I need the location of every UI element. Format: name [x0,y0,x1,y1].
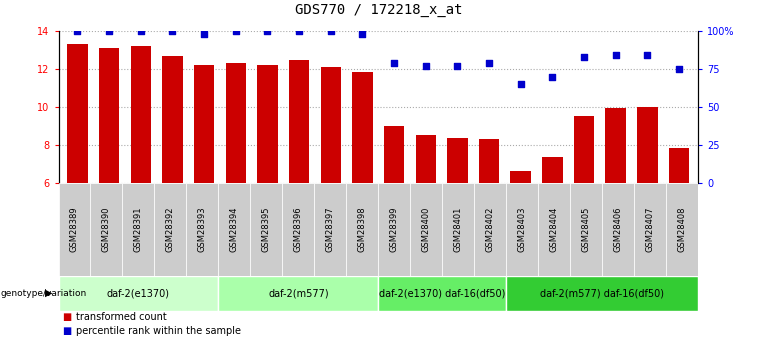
Bar [130,46,151,183]
Bar [668,148,690,183]
Text: transformed count: transformed count [76,313,166,322]
Text: GSM28407: GSM28407 [646,207,654,252]
Text: GSM28401: GSM28401 [454,207,463,252]
Bar [58,276,218,310]
Point [198,31,211,37]
Bar [510,170,531,183]
Bar [378,183,410,276]
Point [103,28,115,34]
Bar [447,138,468,183]
Bar [257,65,278,183]
Point [388,60,400,66]
Point [356,31,369,37]
Point [135,28,147,34]
Bar [122,183,154,276]
Point [641,52,654,58]
Text: GSM28399: GSM28399 [390,207,399,252]
Bar [282,183,314,276]
Bar [378,276,506,310]
Point [451,63,463,69]
Text: GSM28403: GSM28403 [518,207,527,252]
Text: daf-2(m577) daf-16(df50): daf-2(m577) daf-16(df50) [541,288,664,298]
Text: GSM28402: GSM28402 [486,207,495,252]
Point [261,28,274,34]
Text: GSM28398: GSM28398 [358,207,367,252]
Point [546,74,558,79]
Text: GSM28392: GSM28392 [166,207,175,252]
Bar [353,72,373,183]
Point [515,81,527,87]
Text: GSM28408: GSM28408 [678,207,686,252]
Bar [538,183,570,276]
Text: daf-2(m577): daf-2(m577) [268,288,328,298]
Text: GSM28404: GSM28404 [550,207,558,252]
Bar [474,183,506,276]
Bar [479,139,499,183]
Bar [154,183,186,276]
Text: ■: ■ [62,326,72,336]
Bar [99,48,119,183]
Bar [506,276,698,310]
Bar [416,136,436,183]
Bar [218,183,250,276]
Text: GSM28393: GSM28393 [198,207,207,252]
Bar [634,183,666,276]
Bar [289,60,310,183]
Point [71,28,83,34]
Text: GSM28389: GSM28389 [70,207,79,252]
Point [324,28,337,34]
Bar [218,276,378,310]
Text: GSM28406: GSM28406 [614,207,622,252]
Text: GSM28405: GSM28405 [582,207,590,252]
Bar [506,183,538,276]
Bar [162,56,183,183]
Point [609,52,622,58]
Point [673,66,686,72]
Text: daf-2(e1370) daf-16(df50): daf-2(e1370) daf-16(df50) [379,288,505,298]
Bar [410,183,442,276]
Bar [90,183,122,276]
Point [229,28,242,34]
Point [578,54,590,60]
Text: GSM28395: GSM28395 [262,207,271,252]
Point [420,63,432,69]
Bar [314,183,346,276]
Bar [602,183,634,276]
Bar [605,108,626,183]
Bar [250,183,282,276]
Point [166,28,179,34]
Text: genotype/variation: genotype/variation [1,289,87,298]
Text: GSM28390: GSM28390 [102,207,111,252]
Text: GSM28396: GSM28396 [294,207,303,252]
Text: GDS770 / 172218_x_at: GDS770 / 172218_x_at [295,3,462,17]
Bar [194,65,215,183]
Bar [666,183,698,276]
Bar [637,107,658,183]
Text: GSM28397: GSM28397 [326,207,335,252]
Text: daf-2(e1370): daf-2(e1370) [107,288,170,298]
Bar [574,117,594,183]
Bar [442,183,474,276]
Bar [542,157,562,183]
Bar [225,63,246,183]
Bar [346,183,378,276]
Text: percentile rank within the sample: percentile rank within the sample [76,326,241,336]
Bar [321,67,341,183]
Text: ■: ■ [62,313,72,322]
Text: GSM28391: GSM28391 [134,207,143,252]
Bar [384,126,404,183]
Bar [58,183,90,276]
Bar [67,44,88,183]
Point [483,60,495,66]
Text: GSM28394: GSM28394 [230,207,239,252]
Bar [570,183,602,276]
Bar [186,183,218,276]
Text: GSM28400: GSM28400 [422,207,431,252]
Point [293,28,306,34]
Text: ▶: ▶ [45,288,53,298]
